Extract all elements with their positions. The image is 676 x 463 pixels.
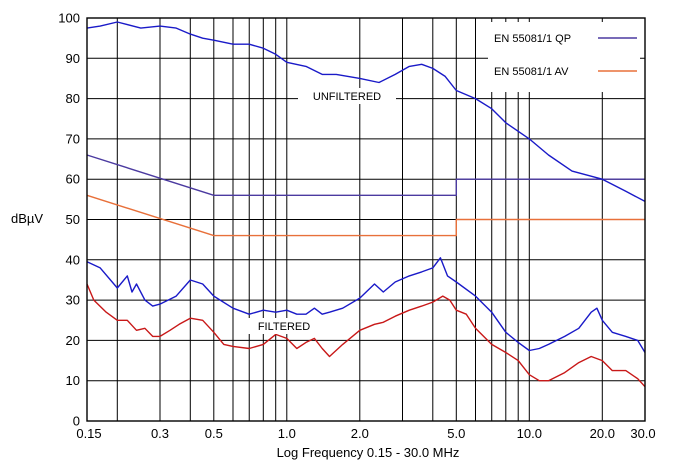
series-line-1 bbox=[86, 194, 645, 237]
x-tick-label: 0.15 bbox=[76, 426, 101, 441]
x-tick-label: 30.0 bbox=[630, 426, 655, 441]
y-tick-label: 0 bbox=[73, 414, 80, 429]
series-line-4 bbox=[86, 283, 646, 388]
y-tick-label: 70 bbox=[66, 131, 80, 146]
x-axis-label: Log Frequency 0.15 - 30.0 MHz bbox=[277, 445, 460, 460]
x-tick-label: 0.5 bbox=[205, 426, 223, 441]
legend-entry-label: EN 55081/1 AV bbox=[494, 66, 569, 78]
y-tick-label: 40 bbox=[66, 252, 80, 267]
x-tick-label: 10.0 bbox=[517, 426, 542, 441]
annotations: UNFILTERED FILTERED bbox=[246, 88, 396, 334]
x-tick-label: 1.0 bbox=[278, 426, 296, 441]
series-line-0 bbox=[86, 154, 645, 197]
legend-box bbox=[488, 22, 640, 92]
series-line-2 bbox=[86, 21, 646, 203]
x-tick-label: 2.0 bbox=[351, 426, 369, 441]
y-tick-label: 100 bbox=[58, 11, 80, 26]
annotation-unfiltered: UNFILTERED bbox=[313, 91, 381, 103]
frame-rect bbox=[86, 17, 646, 422]
annotation-filtered: FILTERED bbox=[258, 321, 310, 333]
y-tick-label: 50 bbox=[66, 212, 80, 227]
y-tick-label: 20 bbox=[66, 333, 80, 348]
plot-frame bbox=[86, 17, 646, 422]
x-tick-label: 20.0 bbox=[590, 426, 615, 441]
y-axis-label: dBµV bbox=[11, 211, 43, 226]
y-tick-label: 90 bbox=[66, 51, 80, 66]
y-tick-label: 60 bbox=[66, 172, 80, 187]
legend-entry-label: EN 55081/1 QP bbox=[494, 33, 571, 45]
x-tick-label: 0.3 bbox=[151, 426, 169, 441]
annotation-bg bbox=[298, 88, 396, 104]
series-group bbox=[86, 21, 646, 388]
annotation-bg bbox=[246, 318, 322, 334]
y-tick-label: 80 bbox=[66, 91, 80, 106]
y-axis-ticks: 0 10 20 30 40 50 60 70 80 90 100 bbox=[58, 11, 80, 429]
x-tick-label: 5.0 bbox=[447, 426, 465, 441]
y-tick-label: 10 bbox=[66, 373, 80, 388]
legend: EN 55081/1 QP EN 55081/1 AV bbox=[488, 22, 640, 92]
y-tick-label: 30 bbox=[66, 293, 80, 308]
series-line-3 bbox=[86, 257, 646, 353]
x-axis-ticks: 0.15 0.3 0.5 1.0 2.0 5.0 10.0 20.0 30.0 bbox=[76, 426, 655, 441]
